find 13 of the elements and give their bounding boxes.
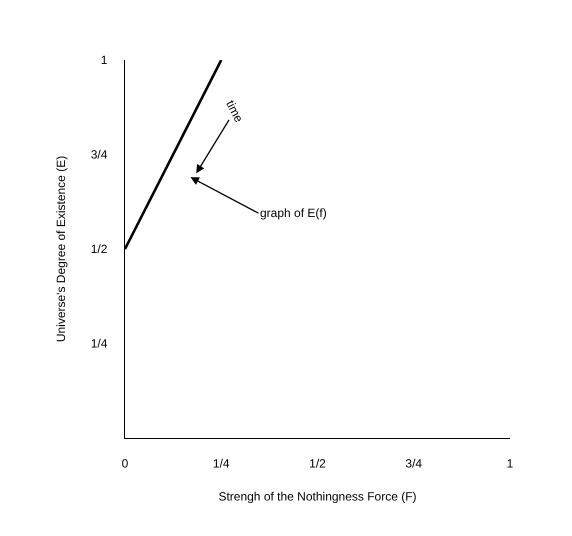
y-tick-label: 1 (100, 53, 108, 68)
x-tick-label: 1/4 (212, 456, 230, 471)
annotation: time (223, 98, 246, 125)
x-tick-label: 1/2 (309, 456, 326, 471)
x-tick-label: 0 (122, 456, 129, 471)
y-tick-label: 3/4 (90, 148, 108, 162)
x-tick-label: 1 (506, 456, 514, 471)
x-tick-label: 3/4 (405, 456, 422, 471)
y-tick-label: 1/4 (90, 336, 108, 351)
y-tick-label: 1/2 (90, 242, 108, 256)
y-axis-title: Universe's Degree of Existence (E) (54, 156, 68, 342)
x-axis-title: Strengh of the Nothingness Force (F) (218, 489, 417, 504)
annotation: graph of E(f) (260, 206, 327, 220)
